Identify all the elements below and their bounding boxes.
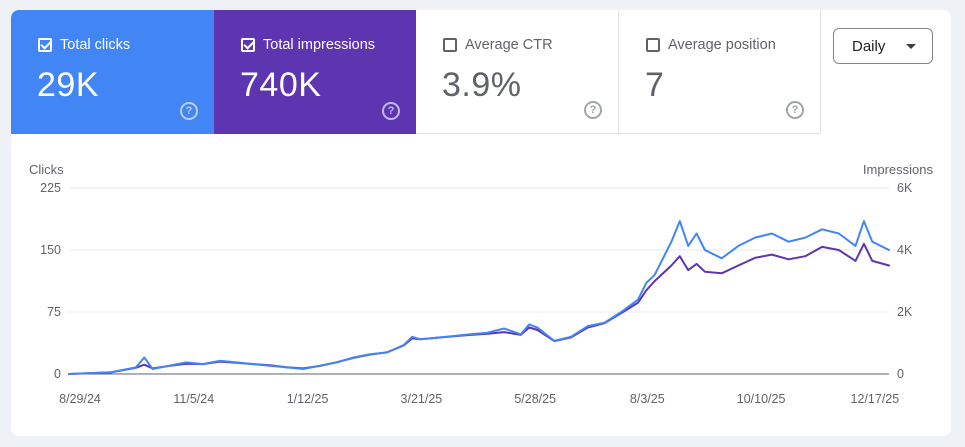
caret-down-icon <box>906 44 916 49</box>
y-tick-right: 6K <box>897 181 913 195</box>
metric-header: Total clicks <box>38 37 130 53</box>
metric-tabs: Total clicks 29K ? Total impressions 740… <box>11 10 821 134</box>
performance-chart[interactable]: 0 0 75 2K 150 4K 225 6K 8/29/24 11/5/24 1/12/25 3/2… <box>11 10 951 436</box>
metric-label: Average CTR <box>465 37 553 53</box>
x-tick: 5/28/25 <box>514 392 556 406</box>
right-axis-title: Impressions <box>862 162 933 177</box>
metric-header: Average CTR <box>443 37 553 53</box>
y-tick-left: 75 <box>47 305 61 319</box>
x-tick: 11/5/24 <box>173 392 214 406</box>
metric-value: 3.9% <box>442 66 522 104</box>
metric-label: Total impressions <box>263 37 376 53</box>
y-tick-right: 2K <box>897 305 913 319</box>
metric-card-total-clicks[interactable]: Total clicks 29K ? <box>11 10 214 134</box>
y-tick-right: 0 <box>897 367 904 381</box>
y-tick-left: 150 <box>40 243 61 257</box>
y-tick-right: 4K <box>897 243 913 257</box>
help-icon[interactable]: ? <box>180 102 198 120</box>
x-tick: 8/3/25 <box>630 392 665 406</box>
help-icon[interactable]: ? <box>584 101 602 119</box>
x-tick: 3/21/25 <box>401 392 443 406</box>
series-line-clicks <box>68 220 890 375</box>
checkbox-unchecked-icon[interactable] <box>646 38 660 52</box>
checkbox-checked-icon[interactable] <box>38 38 52 52</box>
checkbox-checked-icon[interactable] <box>241 38 255 52</box>
performance-panel: Total clicks 29K ? Total impressions 740… <box>11 10 951 436</box>
x-tick: 1/12/25 <box>287 392 329 406</box>
checkbox-unchecked-icon[interactable] <box>443 38 457 52</box>
help-icon[interactable]: ? <box>786 101 804 119</box>
metric-header: Total impressions <box>241 37 375 53</box>
metric-card-average-ctr[interactable]: Average CTR 3.9% ? <box>416 10 619 134</box>
metric-card-average-position[interactable]: Average position 7 ? <box>619 10 821 134</box>
metric-label: Total clicks <box>60 37 131 53</box>
y-tick-left: 0 <box>54 367 61 381</box>
metric-card-total-impressions[interactable]: Total impressions 740K ? <box>214 10 416 134</box>
metric-value: 29K <box>37 66 99 104</box>
metric-value: 7 <box>645 66 665 104</box>
metric-label: Average position <box>668 37 776 53</box>
help-icon[interactable]: ? <box>382 102 400 120</box>
y-tick-left: 225 <box>40 181 61 195</box>
metric-value: 740K <box>240 66 322 104</box>
metric-header: Average position <box>646 37 776 53</box>
series-line-impressions <box>68 242 890 375</box>
x-tick: 10/10/25 <box>737 392 786 406</box>
granularity-selected: Daily <box>852 37 886 55</box>
granularity-dropdown[interactable]: Daily <box>833 28 933 64</box>
left-axis-title: Clicks <box>29 162 64 177</box>
x-tick: 8/29/24 <box>59 392 101 406</box>
x-tick: 12/17/25 <box>851 392 900 406</box>
